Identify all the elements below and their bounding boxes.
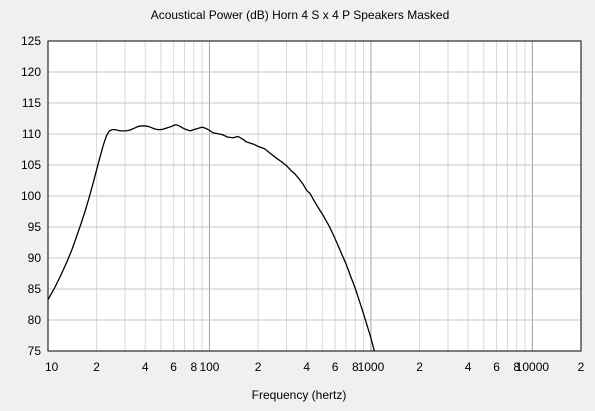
- x-tick-label: 6: [332, 360, 339, 374]
- y-tick-label: 125: [21, 34, 41, 48]
- x-tick-label: 8: [190, 360, 197, 374]
- x-tick-label: 4: [303, 360, 310, 374]
- x-tick-label: 2: [93, 360, 100, 374]
- x-tick-label: 10: [45, 360, 59, 374]
- chart-title: Acoustical Power (dB) Horn 4 S x 4 P Spe…: [151, 8, 450, 22]
- y-tick-label: 100: [21, 189, 41, 203]
- x-tick-label: 2: [255, 360, 262, 374]
- series-layer: [47, 124, 375, 352]
- y-tick-label: 115: [22, 96, 41, 110]
- x-tick-label: 6: [493, 360, 500, 374]
- x-tick-label: 6: [170, 360, 177, 374]
- x-tick-label: 8: [513, 360, 520, 374]
- y-tick-label: 95: [28, 220, 42, 234]
- y-tick-label: 105: [21, 158, 41, 172]
- y-tick-label: 110: [22, 127, 41, 141]
- y-tick-label: 75: [28, 344, 42, 358]
- x-tick-label: 2: [578, 360, 585, 374]
- power-response-line: [47, 124, 375, 352]
- grid: [48, 41, 581, 351]
- y-tick-label: 85: [28, 282, 42, 296]
- x-tick-label: 4: [465, 360, 472, 374]
- x-tick-label: 8: [352, 360, 359, 374]
- x-tick-label: 10000: [516, 360, 550, 374]
- y-axis-ticks: 125 120 115 110 105 100 95 90 85 80 75: [21, 34, 41, 358]
- y-tick-label: 90: [28, 251, 42, 265]
- x-tick-label: 100: [199, 360, 219, 374]
- x-axis-label: Frequency (hertz): [252, 388, 347, 402]
- x-tick-label: 1000: [358, 360, 385, 374]
- y-tick-label: 120: [21, 65, 41, 79]
- plot-frame: [47, 40, 582, 352]
- y-tick-label: 80: [28, 313, 42, 327]
- x-tick-label: 4: [142, 360, 149, 374]
- x-tick-label: 2: [416, 360, 423, 374]
